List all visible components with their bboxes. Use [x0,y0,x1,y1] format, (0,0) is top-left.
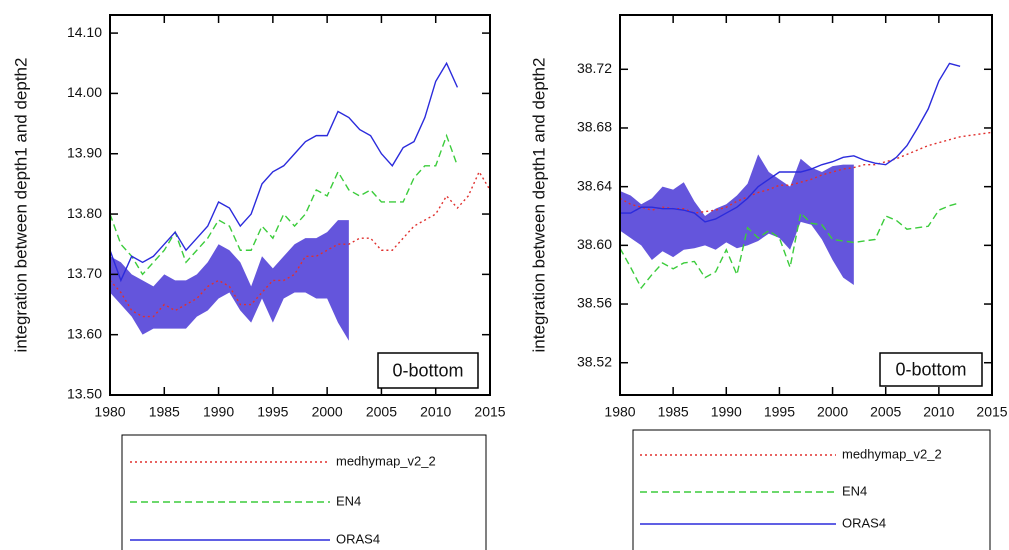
legend-box [632,429,991,550]
legend-label: medhymap_v2_2 [842,446,942,461]
x-tick-label: 2010 [923,404,954,420]
x-tick-label: 1980 [604,404,635,420]
y-tick-label: 13.80 [67,205,102,221]
legend-label: medhymap_v2_2 [336,453,436,468]
x-tick-label: 1990 [203,404,234,420]
legend-label: EN4 [842,483,867,498]
y-tick-label: 13.50 [67,386,102,402]
series-line [619,131,993,214]
x-tick-label: 2005 [366,404,397,420]
chart-panel: 38.52 38.56 38.60 38.64 38.68 38.72 1980 1985 19… [529,14,1008,550]
uncertainty-band [620,154,854,285]
annotation-box [377,352,479,389]
uncertainty-band [110,220,349,341]
y-axis-label: integration between depth1 and depth2 [11,58,30,353]
series-line [109,61,459,283]
series-line [619,202,961,290]
y-tick-label: 38.56 [577,295,612,311]
x-tick-label: 1995 [257,404,288,420]
y-tick-label: 38.72 [577,60,612,76]
x-tick-label: 1995 [764,404,795,420]
y-tick-label: 14.10 [67,24,102,40]
annotation-box [879,352,983,387]
x-tick-label: 2005 [870,404,901,420]
y-tick-label: 38.68 [577,119,612,135]
y-tick-label: 13.90 [67,144,102,160]
y-tick-label: 38.64 [577,177,612,193]
x-tick-label: 2000 [817,404,848,420]
plot-frame [619,14,993,396]
x-tick-label: 1985 [149,404,180,420]
y-tick-label: 14.00 [67,84,102,100]
annotation: 0-bottom [392,360,463,380]
legend-label: EN4 [336,493,361,508]
y-tick-label: 13.60 [67,325,102,341]
x-tick-label: 2015 [474,404,505,420]
legend-box [121,434,487,550]
y-tick-label: 38.52 [577,353,612,369]
chart-panel: 13.50 13.60 13.70 13.80 13.90 14.00 14.10 1980 1… [11,14,506,550]
x-tick-label: 2015 [976,404,1007,420]
y-tick-label: 38.60 [577,236,612,252]
legend-label: ORAS4 [336,531,380,546]
series-line [109,133,459,276]
legend-label: ORAS4 [842,515,886,530]
x-tick-label: 1985 [658,404,689,420]
y-tick-label: 13.70 [67,265,102,281]
series-line [620,62,961,223]
plot-frame [109,14,491,396]
annotation: 0-bottom [895,359,966,379]
x-tick-label: 1990 [711,404,742,420]
x-tick-label: 2010 [420,404,451,420]
x-tick-label: 2000 [312,404,343,420]
x-tick-label: 1980 [94,404,125,420]
y-axis-label: integration between depth1 and depth2 [529,58,548,353]
